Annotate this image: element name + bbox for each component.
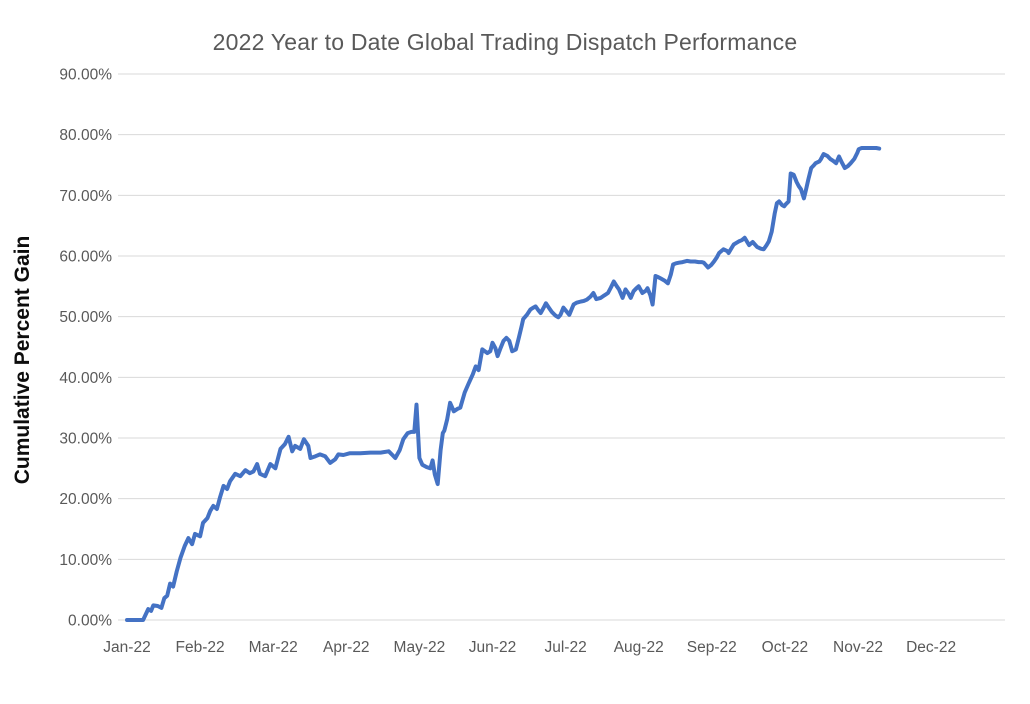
gridlines [118, 73, 1005, 621]
y-tick-label: 90.00% [59, 67, 112, 84]
y-tick-label: 20.00% [59, 491, 112, 508]
x-tick-label: Mar-22 [249, 639, 298, 656]
x-tick-label: Jun-22 [469, 639, 516, 656]
x-tick-label: Sep-22 [687, 639, 737, 656]
y-tick-label: 10.00% [59, 552, 112, 569]
x-axis-tick-labels: Jan-22 Feb-22 Mar-22 Apr-22 May-22 Jun-22 Jul-… [103, 639, 956, 656]
y-tick-label: 70.00% [59, 188, 112, 205]
x-tick-label: Jul-22 [544, 639, 586, 656]
y-tick-label: 50.00% [59, 309, 112, 326]
chart-title: 2022 Year to Date Global Trading Dispatc… [212, 29, 798, 55]
y-tick-label: 80.00% [59, 127, 112, 144]
y-tick-label: 30.00% [59, 431, 112, 448]
y-tick-label: 40.00% [59, 370, 112, 387]
x-tick-label: Dec-22 [906, 639, 956, 656]
x-tick-label: Apr-22 [323, 639, 370, 656]
x-tick-label: May-22 [394, 639, 446, 656]
y-tick-label: 0.00% [68, 613, 112, 630]
y-axis-tick-labels: 0.00% 10.00% 20.00% 30.00% 40.00% 50.00% 60.00… [59, 67, 112, 630]
x-tick-label: Nov-22 [833, 639, 883, 656]
x-tick-label: Oct-22 [762, 639, 809, 656]
x-tick-label: Feb-22 [176, 639, 225, 656]
cumulative-gain-line-series [125, 146, 882, 622]
x-tick-label: Jan-22 [103, 639, 150, 656]
x-tick-label: Aug-22 [614, 639, 664, 656]
y-tick-label: 60.00% [59, 249, 112, 266]
